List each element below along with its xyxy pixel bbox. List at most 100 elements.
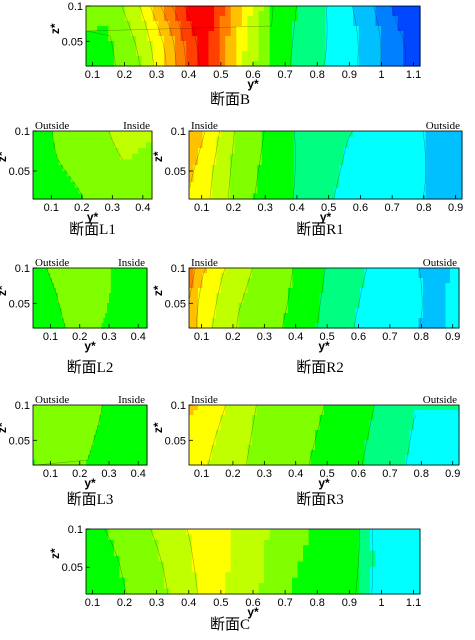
contour-cell <box>288 455 294 461</box>
contour-cell <box>150 165 153 172</box>
contour-cell <box>38 440 42 446</box>
contour-cell <box>256 308 262 314</box>
contour-cell <box>122 450 125 456</box>
contour-cell <box>82 440 85 446</box>
contour-cell <box>279 430 285 436</box>
contour-cell <box>416 165 422 172</box>
contour-cell <box>66 131 70 138</box>
contour-cell <box>64 136 68 143</box>
contour-cell <box>378 318 384 324</box>
x-tick-label: 0.7 <box>277 69 292 81</box>
contour-cell <box>163 11 171 17</box>
contour-cell <box>44 273 47 279</box>
contour-cell <box>270 288 276 294</box>
contour-cell <box>279 303 285 309</box>
contour-cell <box>207 268 213 274</box>
contour-cell <box>136 56 143 62</box>
contour-cell <box>197 6 204 12</box>
contour-cell <box>120 308 123 314</box>
contour-cell <box>130 170 133 177</box>
contour-cell <box>145 435 148 441</box>
contour-cell <box>279 293 285 299</box>
contour-cell <box>414 283 420 289</box>
contour-cell <box>324 415 330 421</box>
contour-cell <box>355 450 361 456</box>
contour-lines-l1 <box>52 130 123 200</box>
contour-cell <box>346 283 352 289</box>
contour-cell <box>386 51 393 57</box>
contour-cell <box>36 410 40 416</box>
contour-cell <box>225 268 231 274</box>
contour-cell <box>110 268 114 274</box>
contour-cell <box>36 405 40 411</box>
contour-cell <box>118 131 121 138</box>
contour-cell <box>319 16 326 22</box>
contour-cell <box>80 278 83 284</box>
contour-cell <box>116 308 120 314</box>
contour-cell <box>145 430 148 436</box>
contour-cell <box>57 318 61 324</box>
contour-cell <box>120 278 123 284</box>
contour-cell <box>74 193 78 200</box>
contour-cell <box>113 26 120 32</box>
contour-cell <box>220 136 226 143</box>
contour-cell <box>141 460 144 466</box>
contour-cell <box>284 165 290 172</box>
contour-cell <box>400 273 406 279</box>
contour-cell <box>118 283 121 289</box>
contour-cell <box>137 460 140 466</box>
contour-cell <box>443 131 449 138</box>
contour-cell <box>107 268 110 274</box>
contour-cell <box>297 288 303 294</box>
contour-cell <box>186 41 193 47</box>
contour-cell <box>358 61 365 67</box>
contour-cell <box>72 410 76 416</box>
contour-cell <box>243 303 249 309</box>
contour-cell <box>129 445 133 451</box>
contour-cell <box>252 159 258 166</box>
contour-line <box>52 130 84 200</box>
contour-cell <box>120 318 123 324</box>
contour-cell <box>261 193 267 200</box>
contour-cell <box>216 420 222 426</box>
contour-cell <box>270 187 277 194</box>
contour-cell <box>66 193 70 200</box>
contour-cell <box>42 176 46 183</box>
contour-cell <box>238 293 244 299</box>
contour-cell <box>86 415 89 421</box>
contour-cell <box>243 153 249 160</box>
contour-cell <box>50 415 53 421</box>
contour-cell <box>378 283 384 289</box>
contour-cell <box>270 415 276 421</box>
contour-cell <box>266 142 272 149</box>
contour-cell <box>270 273 276 279</box>
contour-cell <box>234 182 240 189</box>
contour-cell <box>243 308 249 314</box>
contour-cell <box>275 11 282 17</box>
contour-cell <box>214 26 221 32</box>
contour-cell <box>396 293 402 299</box>
contour-cell <box>283 410 289 416</box>
contour-cell <box>44 323 47 329</box>
contour-cell <box>94 170 98 177</box>
contour-cell <box>130 176 133 183</box>
contour-cell <box>116 410 120 416</box>
contour-cell <box>364 268 370 274</box>
contour-cell <box>110 425 114 431</box>
contour-cell <box>133 440 137 446</box>
contour-cell <box>44 303 47 309</box>
contour-cell <box>189 142 195 149</box>
contour-cell <box>220 148 226 155</box>
contour-cell <box>65 313 68 319</box>
contour-cell <box>91 298 95 304</box>
contour-cell <box>252 148 258 155</box>
contour-cell <box>421 131 427 138</box>
contour-cell <box>48 153 52 160</box>
contour-cell <box>337 308 343 314</box>
contour-cell <box>33 278 36 284</box>
contour-cell <box>434 193 440 200</box>
contour-cell <box>97 440 101 446</box>
contour-cell <box>124 36 132 42</box>
contour-cell <box>364 51 371 57</box>
contour-cell <box>105 425 108 431</box>
